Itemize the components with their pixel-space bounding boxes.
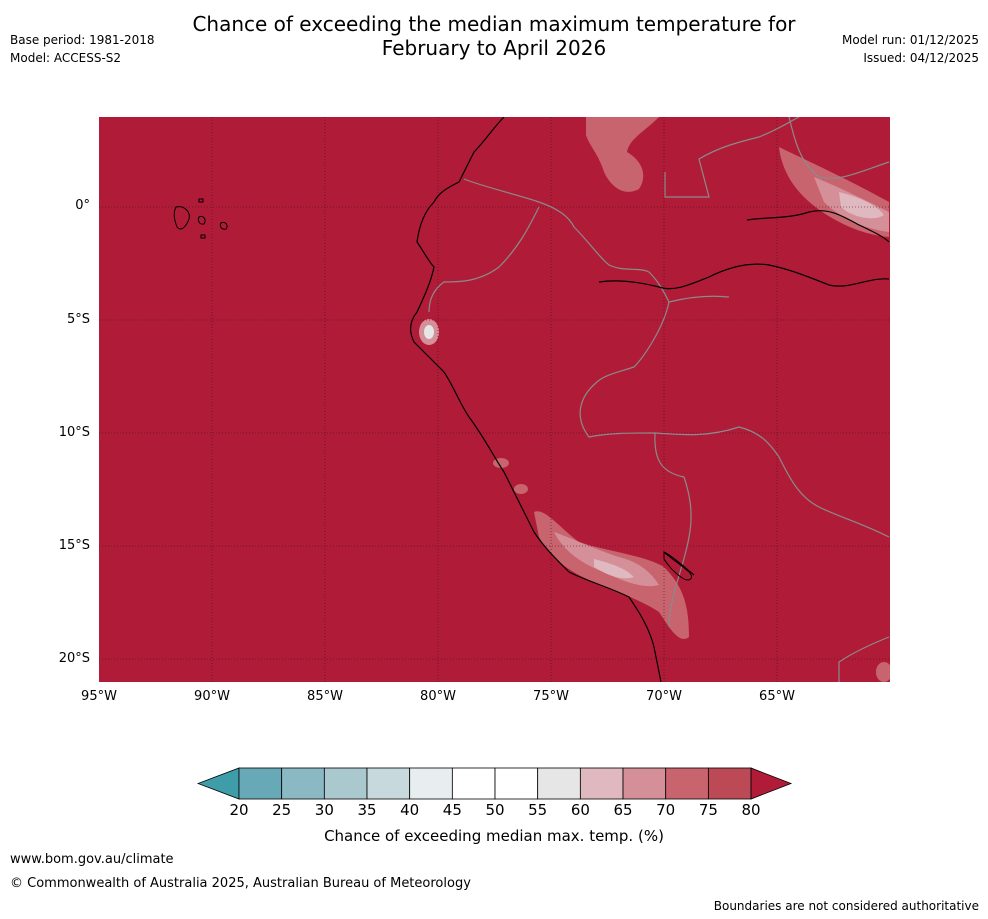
country-boundaries xyxy=(428,117,890,682)
colorbar-label: Chance of exceeding median max. temp. (%… xyxy=(324,827,664,845)
lon-label-80w: 80°W xyxy=(420,689,456,704)
colorbar-tick-label: 20 xyxy=(229,801,249,819)
colorbar-over-arrow xyxy=(750,767,793,800)
lon-label-90w: 90°W xyxy=(194,689,230,704)
lon-label-75w: 75°W xyxy=(533,689,569,704)
lat-label-10s: 10°S xyxy=(58,425,90,440)
colorbar-tick-label: 80 xyxy=(741,801,761,819)
lon-label-95w: 95°W xyxy=(81,689,117,704)
colorbar-tick-label: 55 xyxy=(528,801,548,819)
lon-label-70w: 70°W xyxy=(646,689,682,704)
lon-label-65w: 65°W xyxy=(759,689,795,704)
lat-label-15s: 15°S xyxy=(58,538,90,553)
colorbar-tick-label: 65 xyxy=(613,801,633,819)
forecast-map xyxy=(99,117,890,682)
probability-contours xyxy=(419,117,890,682)
title-line-1: Chance of exceeding the median maximum t… xyxy=(192,12,796,36)
colorbar-tick-label: 50 xyxy=(485,801,505,819)
colorbar-tick-label: 25 xyxy=(272,801,292,819)
colorbar-tick-label: 45 xyxy=(442,801,462,819)
colorbar-under-arrow xyxy=(197,767,240,800)
copyright-text: © Commonwealth of Australia 2025, Austra… xyxy=(10,876,471,891)
colorbar-segment xyxy=(665,767,709,800)
colorbar-segment xyxy=(409,767,453,800)
coastline xyxy=(410,117,890,682)
lon-label-85w: 85°W xyxy=(307,689,343,704)
meta-left: Base period: 1981-2018 Model: ACCESS-S2 xyxy=(10,31,155,67)
colorbar xyxy=(197,767,793,800)
colorbar-segment xyxy=(707,767,752,800)
chart-title: Chance of exceeding the median maximum t… xyxy=(0,12,988,60)
colorbar-tick-label: 70 xyxy=(656,801,676,819)
title-line-2: February to April 2026 xyxy=(381,36,607,60)
colorbar-tick-label: 75 xyxy=(698,801,718,819)
disclaimer-text: Boundaries are not considered authoritat… xyxy=(713,899,979,913)
colorbar-segment xyxy=(281,767,325,800)
graticule xyxy=(99,117,890,682)
model-name: Model: ACCESS-S2 xyxy=(10,51,122,65)
colorbar-segment xyxy=(238,767,283,800)
colorbar-segment xyxy=(579,767,624,800)
issued-date: Issued: 04/12/2025 xyxy=(863,51,979,65)
lat-label-0: 0° xyxy=(75,198,90,213)
colorbar-segment xyxy=(537,767,581,800)
colorbar-segment xyxy=(366,767,411,800)
base-period: Base period: 1981-2018 xyxy=(10,33,155,47)
model-run: Model run: 01/12/2025 xyxy=(841,33,979,47)
colorbar-tick-label: 35 xyxy=(357,801,377,819)
lat-label-5s: 5°S xyxy=(66,312,90,327)
lat-label-20s: 20°S xyxy=(58,651,90,666)
colorbar-tick-label: 60 xyxy=(570,801,590,819)
colorbar-segment xyxy=(451,767,496,800)
colorbar-segment xyxy=(494,767,539,800)
colorbar-tick-label: 40 xyxy=(400,801,420,819)
galapagos-islands xyxy=(173,198,228,239)
colorbar-segment xyxy=(323,767,368,800)
lake-titicaca xyxy=(663,550,692,581)
colorbar-segment xyxy=(622,767,667,800)
map-background xyxy=(99,117,890,682)
colorbar-tick-label: 30 xyxy=(314,801,334,819)
website-link[interactable]: www.bom.gov.au/climate xyxy=(10,852,174,867)
meta-right: Model run: 01/12/2025 Issued: 04/12/2025 xyxy=(842,31,979,67)
